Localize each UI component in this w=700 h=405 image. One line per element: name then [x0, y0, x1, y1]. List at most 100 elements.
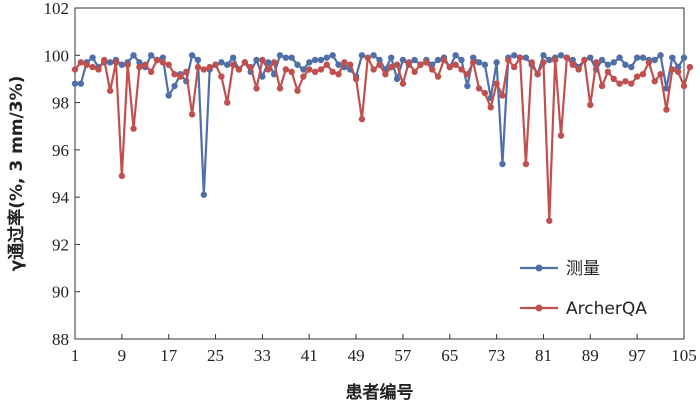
- data-point: [557, 132, 565, 139]
- data-point: [288, 54, 295, 61]
- data-point: [633, 73, 641, 80]
- data-point: [487, 104, 494, 111]
- data-point: [300, 66, 307, 73]
- data-point: [358, 115, 366, 123]
- data-point: [159, 54, 167, 61]
- data-point: [540, 52, 547, 59]
- data-point: [306, 66, 313, 73]
- legend-label: ArcherQA: [566, 299, 647, 319]
- data-point: [165, 61, 172, 68]
- x-tick-label: 57: [394, 346, 412, 365]
- data-point: [475, 85, 483, 92]
- data-point: [206, 63, 213, 71]
- legend-label: 测量: [566, 259, 600, 279]
- data-point: [71, 80, 79, 87]
- data-point: [464, 82, 471, 90]
- data-point: [282, 66, 290, 73]
- data-point: [247, 63, 254, 71]
- y-tick-label: 100: [44, 46, 70, 65]
- series-2: [71, 54, 694, 224]
- data-point: [194, 63, 202, 71]
- data-point: [663, 85, 670, 92]
- data-point: [83, 61, 90, 68]
- data-point: [622, 61, 629, 68]
- data-point: [136, 59, 143, 66]
- data-point: [382, 71, 389, 78]
- data-point: [680, 82, 688, 90]
- data-point: [499, 92, 506, 99]
- series-layer: [71, 52, 694, 224]
- legend-swatch-marker: [535, 264, 543, 272]
- data-point: [358, 52, 366, 59]
- y-tick-label: 92: [52, 235, 69, 254]
- data-point: [77, 59, 85, 66]
- data-point: [610, 59, 617, 66]
- data-point: [669, 66, 676, 73]
- data-point: [224, 61, 231, 68]
- data-point: [329, 52, 336, 59]
- data-point: [411, 56, 418, 64]
- x-tick-label: 9: [118, 346, 127, 365]
- data-point: [95, 66, 102, 73]
- data-point: [147, 68, 155, 76]
- data-point: [399, 80, 407, 87]
- data-point: [188, 52, 196, 59]
- x-tick-label: 81: [535, 346, 552, 365]
- data-point: [510, 63, 518, 71]
- data-point: [89, 63, 96, 71]
- data-point: [341, 59, 348, 66]
- data-point: [581, 56, 588, 64]
- data-point: [469, 54, 477, 61]
- data-point: [440, 56, 448, 64]
- data-point: [651, 78, 658, 85]
- data-point: [657, 71, 664, 78]
- x-tick-label: 25: [207, 346, 224, 365]
- data-point: [101, 56, 108, 64]
- data-point: [224, 99, 231, 106]
- ticks-layer: 88 90 92 94 96 98 100 102 1 9 17 25 33 41 49 57 65 73 81 89…: [44, 0, 697, 365]
- data-point: [317, 66, 325, 73]
- data-point: [458, 66, 465, 73]
- data-point: [592, 59, 600, 66]
- data-point: [118, 61, 126, 68]
- x-tick-label: 17: [160, 346, 178, 365]
- data-point: [265, 59, 272, 66]
- data-point: [674, 68, 682, 76]
- data-point: [429, 66, 436, 73]
- data-point: [393, 75, 401, 83]
- data-point: [598, 82, 606, 90]
- data-point: [464, 71, 471, 78]
- data-point: [270, 59, 278, 66]
- data-point: [77, 80, 85, 87]
- x-tick-label: 97: [629, 346, 647, 365]
- data-point: [639, 71, 647, 78]
- data-point: [288, 68, 295, 76]
- y-axis-title: γ通过率(%, 3 mm/3%): [6, 76, 27, 272]
- x-tick-label: 65: [441, 346, 458, 365]
- data-point: [71, 66, 79, 73]
- data-point: [106, 59, 114, 66]
- data-point: [458, 56, 465, 64]
- data-point: [329, 68, 336, 76]
- data-point: [411, 68, 418, 76]
- plot-frame: [74, 7, 685, 340]
- data-point: [680, 54, 688, 61]
- x-tick-label: 1: [71, 346, 80, 365]
- data-point: [540, 59, 547, 66]
- data-point: [364, 54, 371, 61]
- y-tick-label: 96: [52, 141, 69, 160]
- data-point: [481, 89, 489, 97]
- data-point: [393, 61, 401, 68]
- data-point: [633, 54, 641, 61]
- data-point: [282, 54, 290, 61]
- x-axis-title: 患者编号: [346, 382, 414, 403]
- data-point: [616, 54, 623, 61]
- data-point: [546, 56, 553, 64]
- y-tick-label: 90: [52, 283, 69, 302]
- data-point: [370, 52, 377, 59]
- data-point: [534, 71, 541, 78]
- data-point: [177, 73, 184, 80]
- data-point: [171, 82, 178, 90]
- data-point: [335, 61, 342, 68]
- data-point: [112, 59, 120, 66]
